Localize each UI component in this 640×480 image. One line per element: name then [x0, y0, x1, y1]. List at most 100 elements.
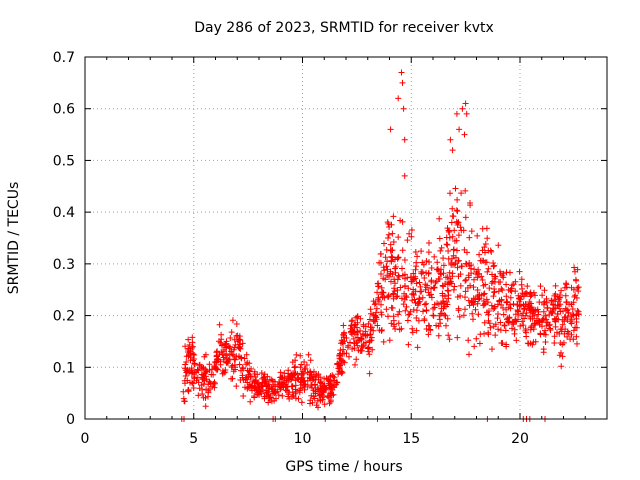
- data-point: [391, 288, 398, 295]
- data-point: [318, 387, 325, 393]
- data-point: [471, 276, 477, 283]
- data-point: [561, 318, 568, 325]
- data-point: [528, 323, 535, 330]
- data-point: [389, 247, 396, 254]
- x-tick-label: 0: [81, 431, 90, 447]
- data-point: [421, 317, 428, 324]
- data-point: [259, 375, 266, 382]
- data-point: [380, 338, 387, 345]
- data-point: [208, 371, 215, 378]
- data-point: [191, 352, 198, 358]
- data-point: [396, 308, 403, 315]
- data-point: [374, 289, 381, 296]
- data-point: [435, 275, 442, 282]
- data-point: [222, 341, 229, 348]
- data-point: [402, 282, 408, 289]
- data-point: [454, 264, 461, 271]
- data-point: [395, 272, 402, 279]
- data-point: [295, 395, 302, 402]
- data-point: [513, 337, 520, 344]
- data-point: [321, 401, 328, 408]
- data-point: [318, 391, 324, 398]
- data-point: [559, 321, 566, 328]
- data-point: [383, 246, 390, 253]
- data-point: [246, 368, 253, 375]
- data-point: [233, 321, 240, 327]
- data-point: [445, 295, 452, 302]
- data-point: [448, 261, 455, 268]
- data-point: [476, 251, 483, 258]
- data-point: [186, 369, 192, 376]
- data-point: [438, 266, 444, 273]
- data-point: [244, 359, 251, 366]
- data-point: [313, 372, 320, 379]
- data-point: [461, 246, 468, 253]
- data-point: [343, 335, 350, 341]
- data-point: [352, 361, 358, 368]
- data-point: [251, 393, 258, 400]
- data-point: [289, 359, 296, 366]
- data-point: [182, 373, 189, 379]
- data-point: [543, 322, 550, 329]
- data-point: [292, 363, 299, 370]
- data-point: [302, 365, 309, 372]
- data-point: [219, 351, 226, 358]
- data-point: [542, 339, 549, 345]
- data-point: [518, 276, 525, 283]
- data-point: [319, 396, 326, 403]
- data-point: [540, 315, 547, 322]
- data-point: [449, 233, 456, 240]
- data-point: [268, 398, 275, 405]
- data-point: [206, 378, 213, 385]
- data-point: [573, 295, 580, 301]
- data-point: [403, 294, 410, 301]
- data-point: [445, 229, 452, 235]
- data-point: [549, 309, 556, 316]
- data-point: [505, 319, 512, 326]
- data-point: [378, 284, 385, 291]
- data-point: [288, 383, 295, 390]
- data-point: [417, 283, 424, 290]
- data-point: [214, 348, 221, 355]
- data-point: [390, 213, 397, 220]
- data-point: [185, 388, 192, 395]
- data-point: [557, 326, 564, 333]
- data-point: [222, 367, 229, 373]
- data-point: [360, 342, 367, 349]
- data-point: [572, 276, 579, 283]
- data-point: [412, 266, 419, 273]
- data-point: [286, 389, 293, 396]
- data-point: [391, 285, 398, 292]
- data-point: [413, 315, 420, 321]
- data-point: [509, 282, 516, 289]
- data-point: [239, 340, 246, 347]
- data-point: [371, 318, 377, 325]
- data-point: [190, 385, 197, 391]
- data-point: [308, 371, 315, 378]
- data-point: [387, 126, 394, 133]
- data-point: [466, 263, 473, 269]
- data-point: [329, 386, 336, 393]
- data-point: [317, 374, 324, 381]
- data-point: [372, 313, 379, 320]
- data-point: [227, 335, 234, 341]
- data-point: [399, 79, 406, 86]
- data-point: [515, 316, 521, 323]
- data-point: [233, 383, 240, 390]
- data-point: [565, 309, 572, 316]
- data-point: [497, 270, 504, 277]
- data-point: [241, 355, 248, 362]
- data-point: [462, 288, 469, 295]
- data-point: [502, 327, 509, 334]
- data-point: [518, 281, 525, 288]
- data-point: [297, 364, 304, 371]
- data-point: [420, 308, 426, 315]
- data-point: [202, 403, 209, 410]
- data-point: [265, 384, 272, 391]
- data-point: [315, 404, 321, 411]
- data-point: [410, 306, 417, 313]
- data-point: [455, 273, 462, 280]
- data-point: [451, 227, 458, 234]
- data-point: [566, 301, 573, 308]
- data-point: [275, 392, 282, 399]
